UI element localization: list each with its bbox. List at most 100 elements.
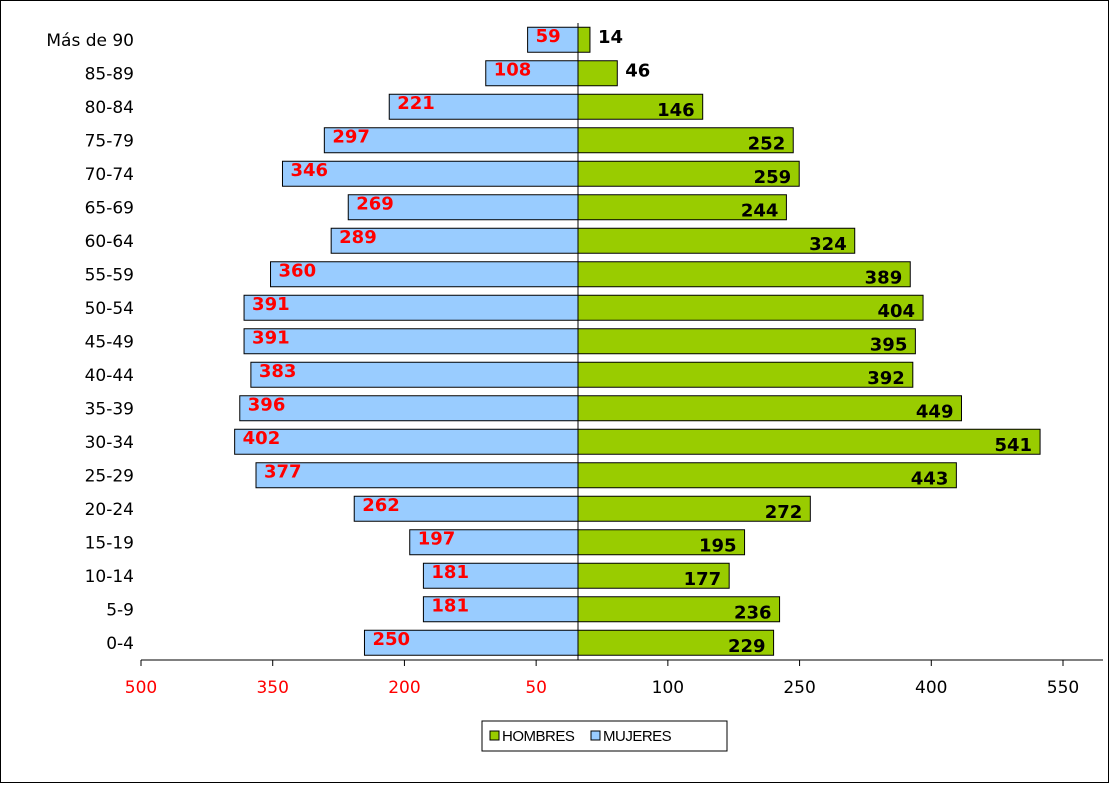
bar-hombres [577,294,924,321]
bar-mujeres [353,495,579,522]
category-label: 40-44 [85,366,134,386]
value-label-hombres: 146 [657,100,695,121]
bar-hombres [577,60,618,87]
value-label-hombres: 443 [911,468,949,489]
bar-hombres [577,194,787,221]
x-tick-label: 500 [125,678,157,698]
category-label: 25-29 [85,466,134,486]
value-label-mujeres: 269 [356,193,394,214]
bar-hombres [577,26,591,53]
x-tick-label: 50 [525,678,547,698]
value-label-hombres: 252 [748,133,786,154]
bar-mujeres [485,60,579,87]
category-label: 45-49 [85,332,134,352]
category-label: 0-4 [106,634,134,654]
value-label-hombres: 244 [741,200,779,221]
category-label: 75-79 [85,131,134,151]
value-label-hombres: 177 [684,569,722,590]
category-label: 30-34 [85,433,134,453]
value-label-mujeres: 346 [290,160,328,181]
bar-mujeres [255,462,579,489]
value-label-mujeres: 360 [279,260,317,281]
category-label: 15-19 [85,533,134,553]
value-label-mujeres: 391 [252,294,290,315]
category-label: 35-39 [85,399,134,419]
bar-hombres [577,596,781,623]
bar-hombres [577,395,962,422]
value-label-hombres: 392 [867,368,905,389]
value-label-mujeres: 197 [418,528,456,549]
category-label: 70-74 [85,165,134,185]
category-label: Más de 90 [46,31,134,51]
value-label-hombres: 449 [916,401,954,422]
category-label: 80-84 [85,98,134,118]
value-label-hombres: 404 [877,301,915,322]
category-label: 55-59 [85,265,134,285]
x-tick-label: 200 [388,678,420,698]
category-label: 5-9 [106,600,134,620]
legend-swatch [590,730,601,741]
legend-label: MUJERES [603,728,672,745]
bar-mujeres [270,261,579,288]
value-label-mujeres: 391 [252,327,290,348]
value-label-mujeres: 108 [494,59,532,80]
bar-hombres [577,462,957,489]
bar-hombres [577,93,704,120]
bar-mujeres [422,596,579,623]
value-label-hombres: 389 [865,267,903,288]
value-label-hombres: 395 [870,334,908,355]
value-label-hombres: 259 [754,167,792,188]
x-tick-label: 350 [256,678,288,698]
legend-box [481,720,728,752]
value-label-mujeres: 250 [372,629,410,650]
bar-mujeres [243,294,579,321]
value-label-hombres: 541 [994,435,1032,456]
value-label-mujeres: 289 [339,227,377,248]
x-tick-label: 550 [1047,678,1079,698]
bar-hombres [577,629,775,656]
value-label-mujeres: 181 [431,595,469,616]
value-label-hombres: 229 [728,636,766,657]
bar-hombres [577,261,911,288]
category-label: 85-89 [85,64,134,84]
bar-hombres [577,495,811,522]
x-tick-label: 400 [915,678,947,698]
bar-mujeres [234,428,579,455]
category-label: 20-24 [85,500,134,520]
bar-mujeres [347,194,579,221]
bar-mujeres [422,562,579,589]
value-label-mujeres: 402 [243,428,281,449]
value-label-hombres: 46 [625,60,650,81]
value-label-hombres: 236 [734,602,772,623]
category-label: 60-64 [85,232,134,252]
x-tick-label: 100 [652,678,684,698]
value-label-mujeres: 59 [536,26,561,47]
bar-mujeres [388,93,579,120]
bar-mujeres [281,160,579,187]
value-label-mujeres: 383 [259,361,297,382]
value-label-mujeres: 297 [332,126,370,147]
category-label: 50-54 [85,299,134,319]
category-label: 65-69 [85,198,134,218]
bar-mujeres [323,127,579,154]
legend-label: HOMBRES [502,728,575,745]
bar-hombres [577,227,856,254]
value-label-hombres: 14 [598,27,623,48]
x-tick-label: 250 [783,678,815,698]
bar-mujeres [527,26,579,53]
bar-mujeres [243,328,579,355]
bar-mujeres [363,629,579,656]
value-label-mujeres: 181 [431,562,469,583]
value-label-mujeres: 262 [362,495,400,516]
value-label-mujeres: 396 [248,394,286,415]
legend-swatch [489,730,500,741]
bar-mujeres [239,395,579,422]
value-label-mujeres: 221 [397,93,435,114]
value-label-hombres: 324 [809,234,847,255]
value-label-hombres: 195 [699,535,737,556]
bar-hombres [577,328,916,355]
value-label-mujeres: 377 [264,461,302,482]
bar-mujeres [250,361,579,388]
